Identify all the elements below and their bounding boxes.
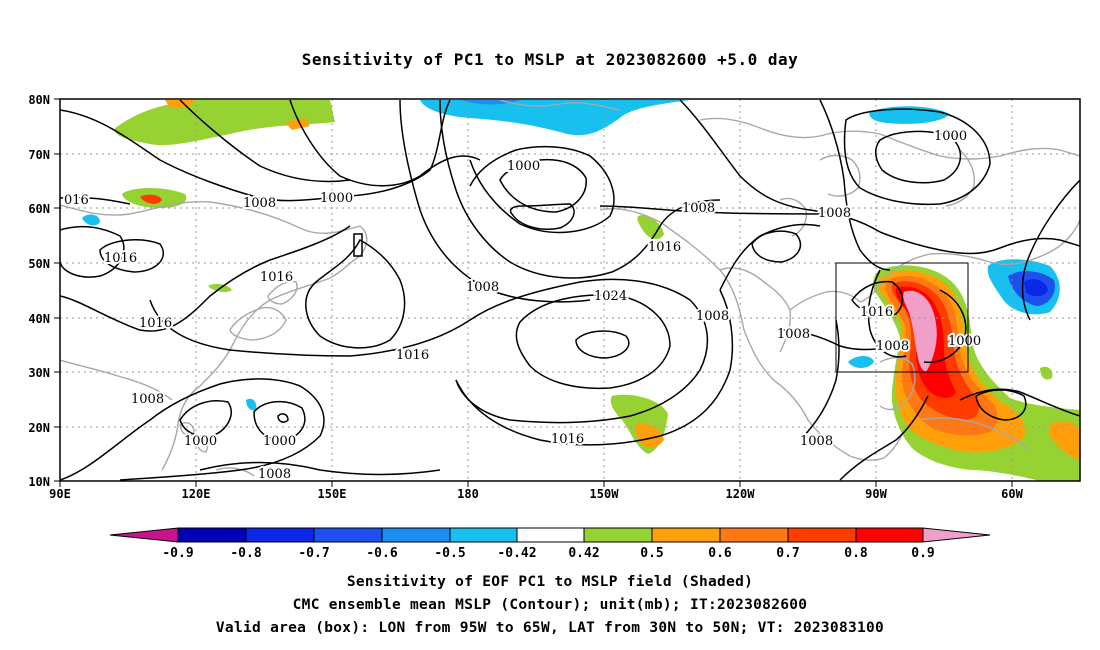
- colorbar-label: -0.8: [230, 546, 261, 561]
- shade-orange-nw2: [285, 118, 310, 130]
- shade-blue-small: [246, 398, 257, 411]
- contour-label: 1008: [466, 280, 499, 295]
- shade-orange-hawaii-area: [635, 422, 664, 448]
- shade-blue-arctic: [420, 100, 690, 136]
- colorbar-label: 0.6: [708, 546, 732, 561]
- shade-orange-nw: [165, 100, 195, 108]
- contour-label: 1000: [934, 129, 967, 144]
- contour-label: 1008: [243, 196, 276, 211]
- lat-label: 80N: [28, 93, 50, 107]
- contour-label: 1016: [139, 316, 172, 331]
- contour-labels: 016 1016 1016 1016 1008 1000 1000 1008 1…: [62, 127, 983, 482]
- shade-green-nw: [114, 100, 335, 146]
- shade-blue-60n: [82, 214, 100, 226]
- colorbar-label: 0.5: [640, 546, 663, 561]
- colorbar-label: 0.7: [776, 546, 799, 561]
- contour-label: 1016: [551, 432, 584, 447]
- contour-label: 1008: [818, 206, 851, 221]
- colorbar-swatch: [583, 527, 653, 543]
- colorbar-label: -0.5: [434, 546, 465, 561]
- contour-label: 1008: [800, 434, 833, 449]
- colorbar-arrow-left: [109, 527, 179, 543]
- contour-label: 1008: [876, 339, 909, 354]
- lat-label: 40N: [28, 312, 50, 326]
- colorbar-swatch: [855, 527, 924, 543]
- colorbar-label: -0.6: [366, 546, 397, 561]
- shade-blue3-atlantic: [1024, 279, 1048, 297]
- lon-label: 90E: [49, 487, 71, 501]
- shade-red-60n: [140, 194, 162, 204]
- lat-label: 20N: [28, 421, 50, 435]
- gridlines: [60, 99, 1080, 481]
- colorbar-label: -0.9: [162, 546, 193, 561]
- colorbar-swatch: [719, 527, 789, 543]
- colorbar-label: 0.42: [568, 546, 599, 561]
- contour-label: 1008: [696, 309, 729, 324]
- contour-label: 1000: [948, 334, 981, 349]
- contour-label: 1008: [682, 201, 715, 216]
- mslp-contours: [60, 99, 1080, 481]
- shade-green-canada: [637, 214, 664, 240]
- shade-blue-gulf: [848, 356, 874, 368]
- contour-label: 016: [64, 193, 89, 208]
- colorbar-swatch: [516, 527, 585, 543]
- colorbar-swatch: [313, 527, 383, 543]
- lat-axis-labels: 10N 20N 30N 40N 50N 60N 70N 80N: [28, 93, 50, 489]
- contour-label: 1008: [777, 327, 810, 342]
- colorbar-label: -0.7: [298, 546, 329, 561]
- axis-ticks: [54, 98, 1013, 487]
- lon-label: 180: [457, 487, 479, 501]
- valid-area-box: [835, 262, 969, 373]
- shade-orange-atl: [1050, 421, 1080, 460]
- shade-pink-east: [903, 290, 937, 372]
- colorbar-swatch: [177, 527, 247, 543]
- lat-label: 10N: [28, 475, 50, 489]
- contour-label: 1008: [258, 467, 291, 482]
- contour-label: 1000: [507, 159, 540, 174]
- lon-label: 150E: [318, 487, 347, 501]
- colorbar-swatch: [381, 527, 451, 543]
- contour-label: 1016: [860, 305, 893, 320]
- colorbar-swatch: [787, 527, 857, 543]
- footer-line-contour: CMC ensemble mean MSLP (Contour); unit(m…: [292, 597, 808, 613]
- colorbar-swatch: [245, 527, 315, 543]
- lon-label: 60W: [1001, 487, 1023, 501]
- chart-title: Sensitivity of PC1 to MSLP at 2023082600…: [301, 50, 799, 69]
- lat-label: 60N: [28, 202, 50, 216]
- contour-label: 1000: [263, 434, 296, 449]
- lat-label: 50N: [28, 257, 50, 271]
- contour-label: 1016: [648, 240, 681, 255]
- colorbar-label: 0.8: [844, 546, 868, 561]
- lon-axis-labels: 90E 120E 150E 180 150W 120W 90W 60W: [49, 487, 1023, 501]
- lat-label: 70N: [28, 148, 50, 162]
- lat-label: 30N: [28, 366, 50, 380]
- lon-label: 120W: [726, 487, 756, 501]
- colorbar-swatch: [651, 527, 721, 543]
- lon-label: 90W: [865, 487, 887, 501]
- lon-label: 150W: [590, 487, 620, 501]
- contour-label: 1000: [320, 191, 353, 206]
- contour-label: 1000: [184, 434, 217, 449]
- lon-label: 120E: [182, 487, 211, 501]
- shade-green-carib: [1040, 366, 1053, 380]
- contour-label: 1016: [260, 270, 293, 285]
- contour-label: 1016: [104, 251, 137, 266]
- contour-label: 1024: [594, 289, 627, 304]
- colorbar-swatch: [449, 527, 518, 543]
- footer-line-shaded: Sensitivity of EOF PC1 to MSLP field (Sh…: [346, 574, 754, 590]
- colorbar-label: 0.9: [911, 546, 934, 561]
- colorbar: -0.9 -0.8 -0.7 -0.6 -0.5 -0.42 0.42 0.5 …: [109, 527, 991, 561]
- colorbar-arrow-right: [922, 527, 991, 543]
- map-frame: [59, 98, 1081, 482]
- contour-label: 1016: [396, 348, 429, 363]
- footer-line-valid-area: Valid area (box): LON from 95W to 65W, L…: [215, 620, 885, 636]
- contour-label: 1008: [131, 392, 164, 407]
- colorbar-label: -0.42: [497, 546, 536, 561]
